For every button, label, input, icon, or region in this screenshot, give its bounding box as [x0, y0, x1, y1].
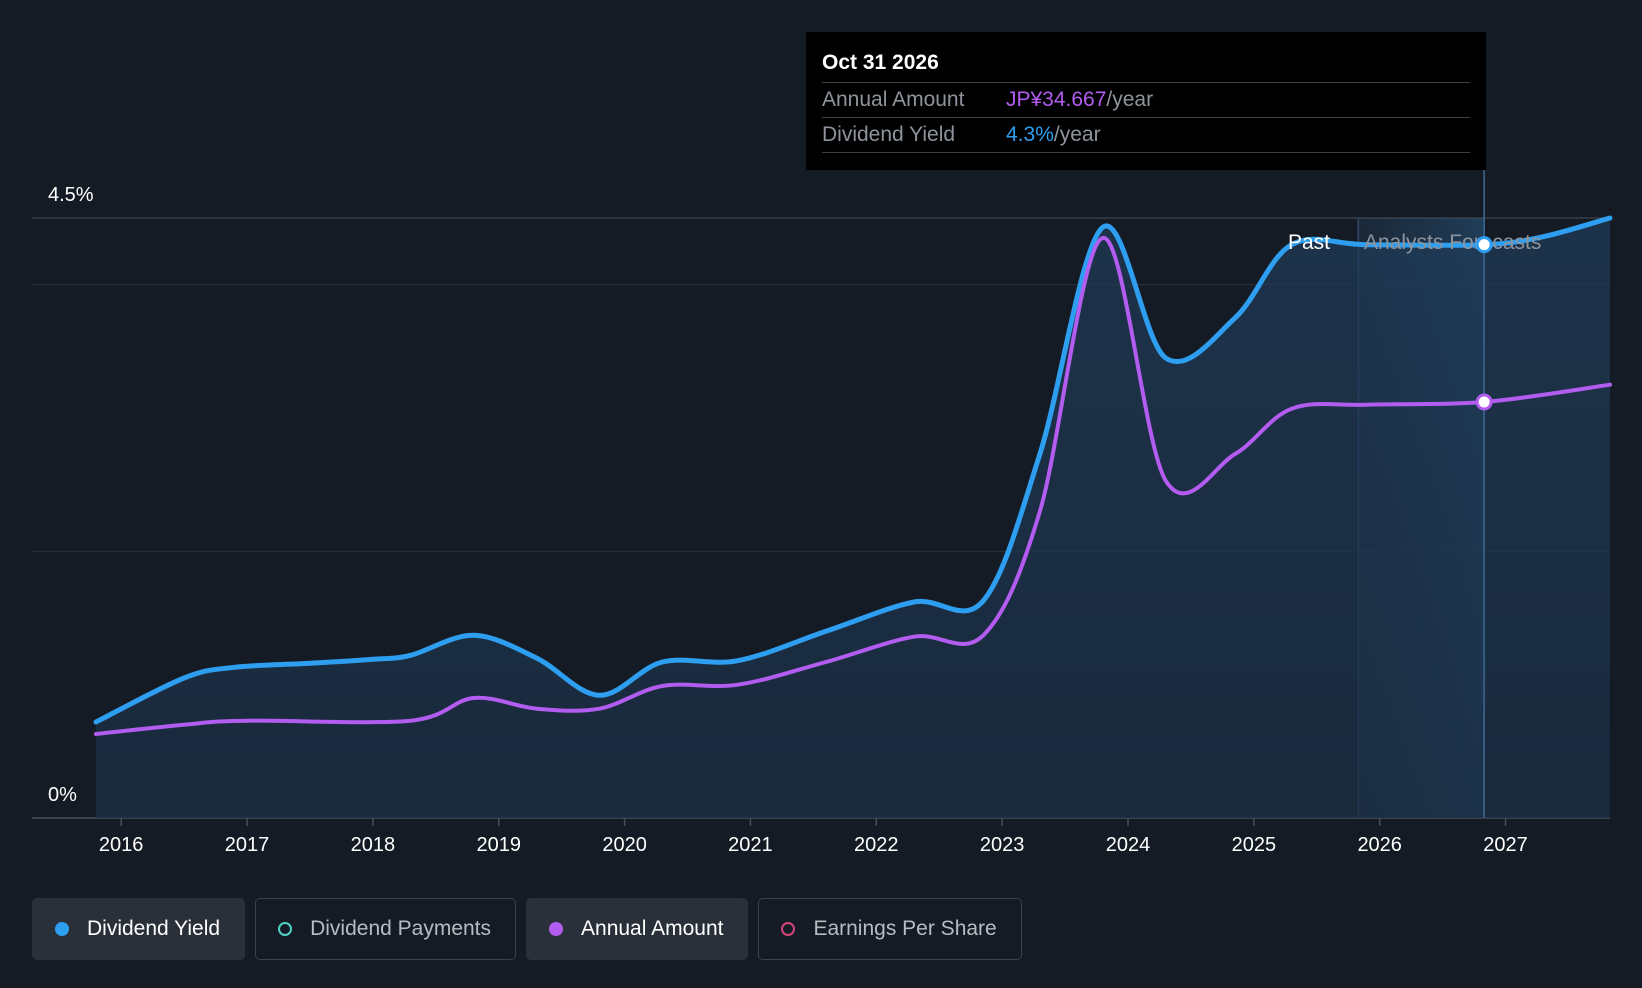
x-tick-label: 2022 [854, 834, 899, 856]
legend-dividend-payments[interactable]: Dividend Payments [255, 898, 517, 960]
legend-label: Earnings Per Share [813, 917, 997, 940]
x-tick-label: 2021 [728, 834, 773, 856]
tooltip-value: 4.3% [1006, 123, 1054, 146]
legend-dividend-yield[interactable]: Dividend Yield [32, 898, 246, 960]
x-tick-label: 2024 [1106, 834, 1151, 856]
past-label: Past [1288, 231, 1330, 254]
dividend-chart: 2016 2017 2018 2019 2020 2021 2022 2023 2024 2025… [32, 170, 1613, 856]
tooltip-row-annual-amount: Annual Amount JP¥34.667 /year [822, 83, 1470, 118]
analysts-forecasts-label: Analysts Forecasts [1364, 231, 1541, 254]
x-tick-label: 2025 [1232, 834, 1277, 856]
legend-ring-icon [278, 922, 293, 936]
annual-amount-marker [1475, 393, 1493, 411]
y-axis-top-label: 4.5% [48, 184, 94, 206]
legend-dot-icon [549, 922, 564, 936]
legend-label: Dividend Yield [87, 917, 221, 940]
tooltip-unit: /year [1053, 123, 1101, 146]
legend-label: Dividend Payments [310, 917, 492, 940]
x-tick-label: 2017 [225, 834, 270, 856]
tooltip-row-dividend-yield: Dividend Yield 4.3% /year [822, 118, 1470, 153]
tooltip-label: Dividend Yield [822, 123, 956, 146]
x-tick-label: 2019 [476, 834, 521, 856]
legend-label: Annual Amount [581, 917, 724, 940]
tooltip-value: JP¥34.667 [1006, 88, 1107, 111]
legend-dot-icon [55, 922, 69, 936]
tooltip-date: Oct 31 2026 [822, 48, 1470, 83]
legend-ring-icon [781, 922, 796, 936]
dividend-yield-marker [1475, 236, 1493, 254]
tooltip-unit: /year [1106, 88, 1154, 111]
x-tick-label: 2020 [602, 834, 647, 856]
x-tick-label: 2026 [1357, 834, 1402, 856]
x-tick-label: 2018 [351, 834, 396, 856]
x-tick-label: 2016 [99, 834, 144, 856]
tooltip-label: Annual Amount [822, 88, 965, 111]
chart-tooltip: Oct 31 2026 Annual Amount JP¥34.667 /yea… [806, 32, 1486, 170]
x-tick-label: 2027 [1483, 834, 1528, 856]
legend-annual-amount[interactable]: Annual Amount [526, 898, 749, 960]
dividend-yield-area [96, 218, 1610, 818]
annual-amount-line[interactable] [94, 236, 1612, 736]
dividend-yield-line[interactable] [93, 215, 1613, 725]
y-axis-bottom-label: 0% [48, 784, 77, 806]
x-tick-label: 2023 [980, 834, 1025, 856]
legend-earnings-per-share[interactable]: Earnings Per Share [758, 898, 1022, 960]
chart-legend: Dividend Yield Dividend Payments Annual … [32, 898, 1022, 960]
